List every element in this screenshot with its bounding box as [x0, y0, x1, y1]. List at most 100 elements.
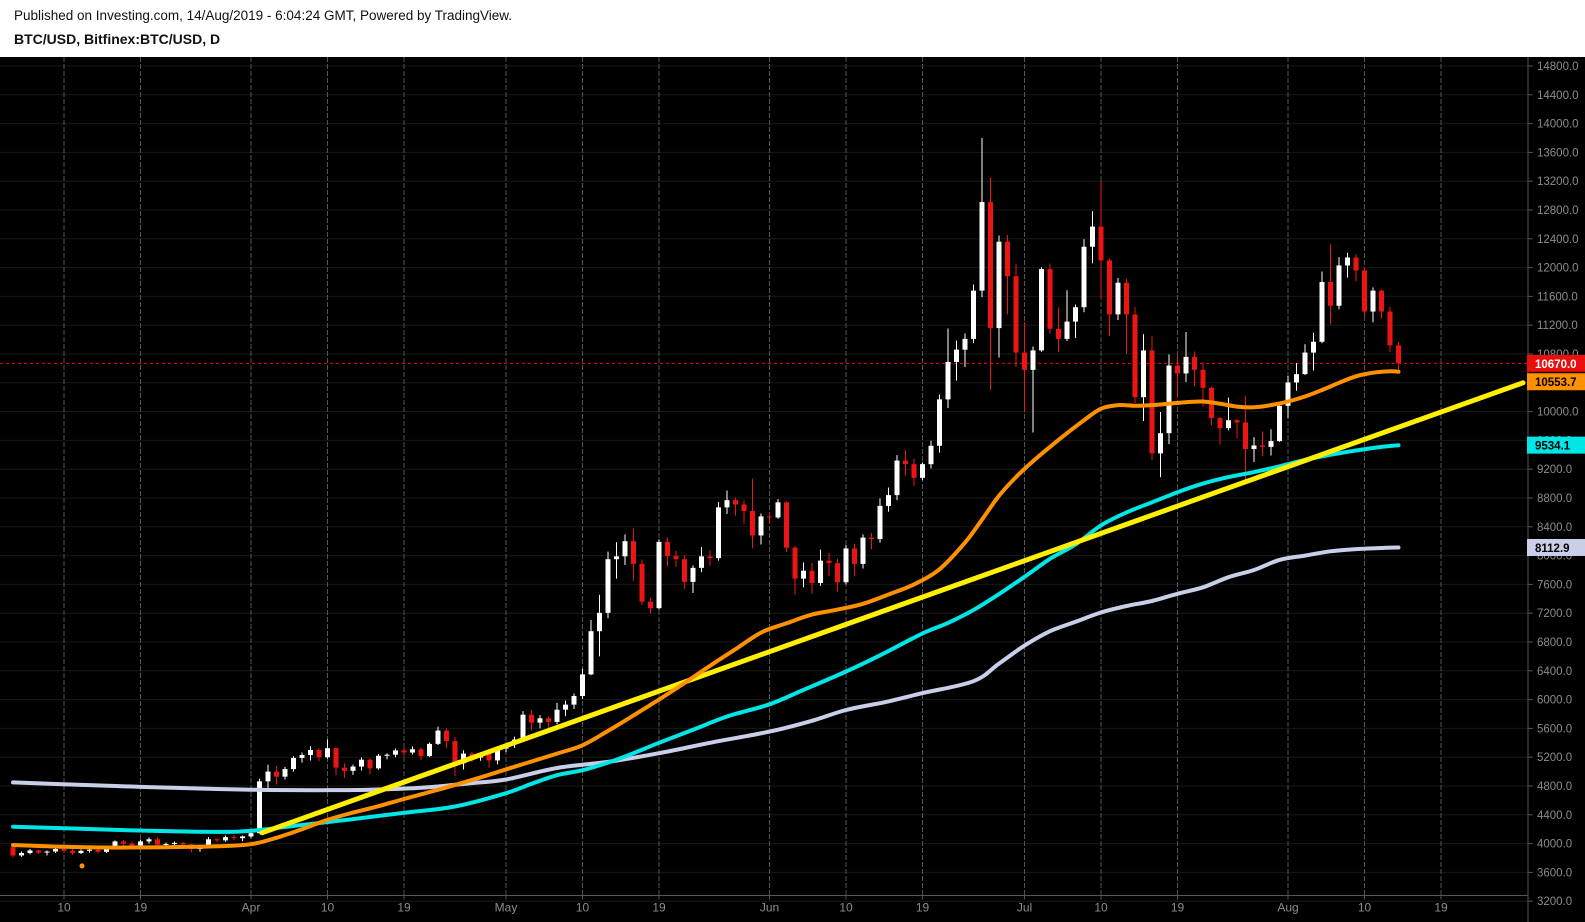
candle-body [112, 841, 118, 849]
candle [367, 758, 373, 775]
price-tick-label: 6000.0 [1537, 695, 1572, 707]
candle [962, 333, 968, 367]
candle-body [1319, 282, 1325, 342]
candle [954, 340, 959, 381]
candle [1243, 395, 1248, 484]
candle-body [1362, 270, 1367, 312]
price-chart[interactable]: 3200.0 3600.0 4000.0 4400.0 4800.0 5200.0 5600… [0, 57, 1585, 922]
candle-body [418, 749, 424, 757]
candle [1336, 257, 1342, 310]
candle [1183, 332, 1189, 383]
candle-body [1370, 290, 1376, 312]
candle-body [954, 349, 959, 362]
price-axis[interactable]: 3200.0 3600.0 4000.0 4400.0 4800.0 5200.0 5600… [1527, 57, 1579, 922]
candle-body [1030, 350, 1036, 370]
candle [1073, 304, 1078, 339]
candle-body [138, 841, 143, 846]
candle-body [1285, 382, 1291, 406]
candle [1379, 289, 1384, 319]
candle [597, 594, 602, 657]
candle [971, 284, 976, 344]
candle [452, 737, 458, 777]
candle [172, 841, 177, 846]
candle-body [682, 559, 687, 582]
candle-body [1039, 269, 1044, 351]
candle-body [1090, 226, 1095, 247]
price-tick-label: 10000.0 [1537, 407, 1579, 419]
candle-body [520, 714, 526, 740]
candle-body [903, 460, 908, 465]
candle-body [818, 560, 823, 583]
candle [673, 550, 679, 568]
candle-body [44, 851, 50, 853]
candle [784, 501, 789, 552]
candle-body [656, 541, 662, 609]
candle [274, 765, 279, 785]
candle [750, 478, 755, 549]
price-badge: 9534.1 [1527, 436, 1585, 454]
candle-body [1132, 314, 1138, 398]
candle-body [792, 547, 798, 579]
candle [1268, 429, 1274, 456]
candle [223, 835, 228, 842]
candle [588, 620, 594, 676]
price-tick-label: 3200.0 [1537, 896, 1572, 908]
candle-body [1268, 441, 1274, 447]
candle-body [1345, 257, 1350, 266]
candle [741, 500, 747, 524]
candle [44, 850, 50, 856]
price-badge-label: 8112.9 [1535, 543, 1570, 555]
candle [393, 748, 398, 758]
price-tick-label: 6400.0 [1537, 666, 1572, 678]
price-tick-label: 4400.0 [1537, 810, 1572, 822]
candle [333, 747, 339, 776]
price-badge-label: 10553.7 [1535, 377, 1577, 389]
time-axis[interactable]: 10 19 Apr 10 19 May 10 19 Jun 10 19 Jul 10 19 Aug 10 19 [0, 895, 1528, 915]
candle-body [1336, 265, 1342, 306]
candle-body [384, 754, 390, 756]
candle [1396, 342, 1401, 372]
candles [10, 138, 1401, 858]
candle-body [996, 241, 1002, 329]
candle-body [758, 516, 764, 536]
candle-body [274, 771, 279, 777]
price-badge-bg [1527, 373, 1585, 391]
candle [928, 440, 934, 469]
candle [401, 747, 407, 757]
candle [809, 563, 815, 594]
candle-body [750, 510, 755, 536]
candle [529, 710, 534, 731]
time-tick-label: 19 [652, 901, 666, 915]
candle-body [911, 464, 917, 478]
candle-body [767, 516, 772, 518]
candle-body [597, 612, 602, 632]
time-tick-label: May [495, 901, 518, 915]
price-badges: 10670.0 10553.7 9534.1 8112.9 [1527, 354, 1585, 556]
chart-area[interactable]: 3200.0 3600.0 4000.0 4400.0 4800.0 5200.0 5600… [0, 57, 1585, 922]
price-badge: 8112.9 [1527, 538, 1585, 556]
candle-body [10, 847, 16, 856]
candle [1234, 419, 1240, 439]
candle-body [146, 839, 152, 842]
candle-body [1328, 282, 1333, 306]
candle [520, 711, 526, 742]
candle-body [1183, 356, 1189, 374]
time-tick-label: 19 [1171, 901, 1185, 915]
candle [860, 534, 866, 569]
candle [682, 555, 687, 589]
candle [707, 550, 713, 566]
price-tick-label: 12800.0 [1537, 205, 1579, 217]
candle [1030, 346, 1036, 433]
candle [826, 553, 832, 576]
price-tick-label: 14800.0 [1537, 61, 1579, 73]
candle [1362, 267, 1367, 316]
candle [1192, 351, 1197, 387]
candle [1200, 362, 1206, 407]
price-tick-label: 9200.0 [1537, 464, 1572, 476]
candle-body [1353, 257, 1359, 271]
candle [665, 537, 670, 567]
candle-body [1073, 307, 1078, 322]
candle-body [554, 709, 560, 722]
candle-body [580, 674, 585, 696]
candle [325, 739, 330, 759]
